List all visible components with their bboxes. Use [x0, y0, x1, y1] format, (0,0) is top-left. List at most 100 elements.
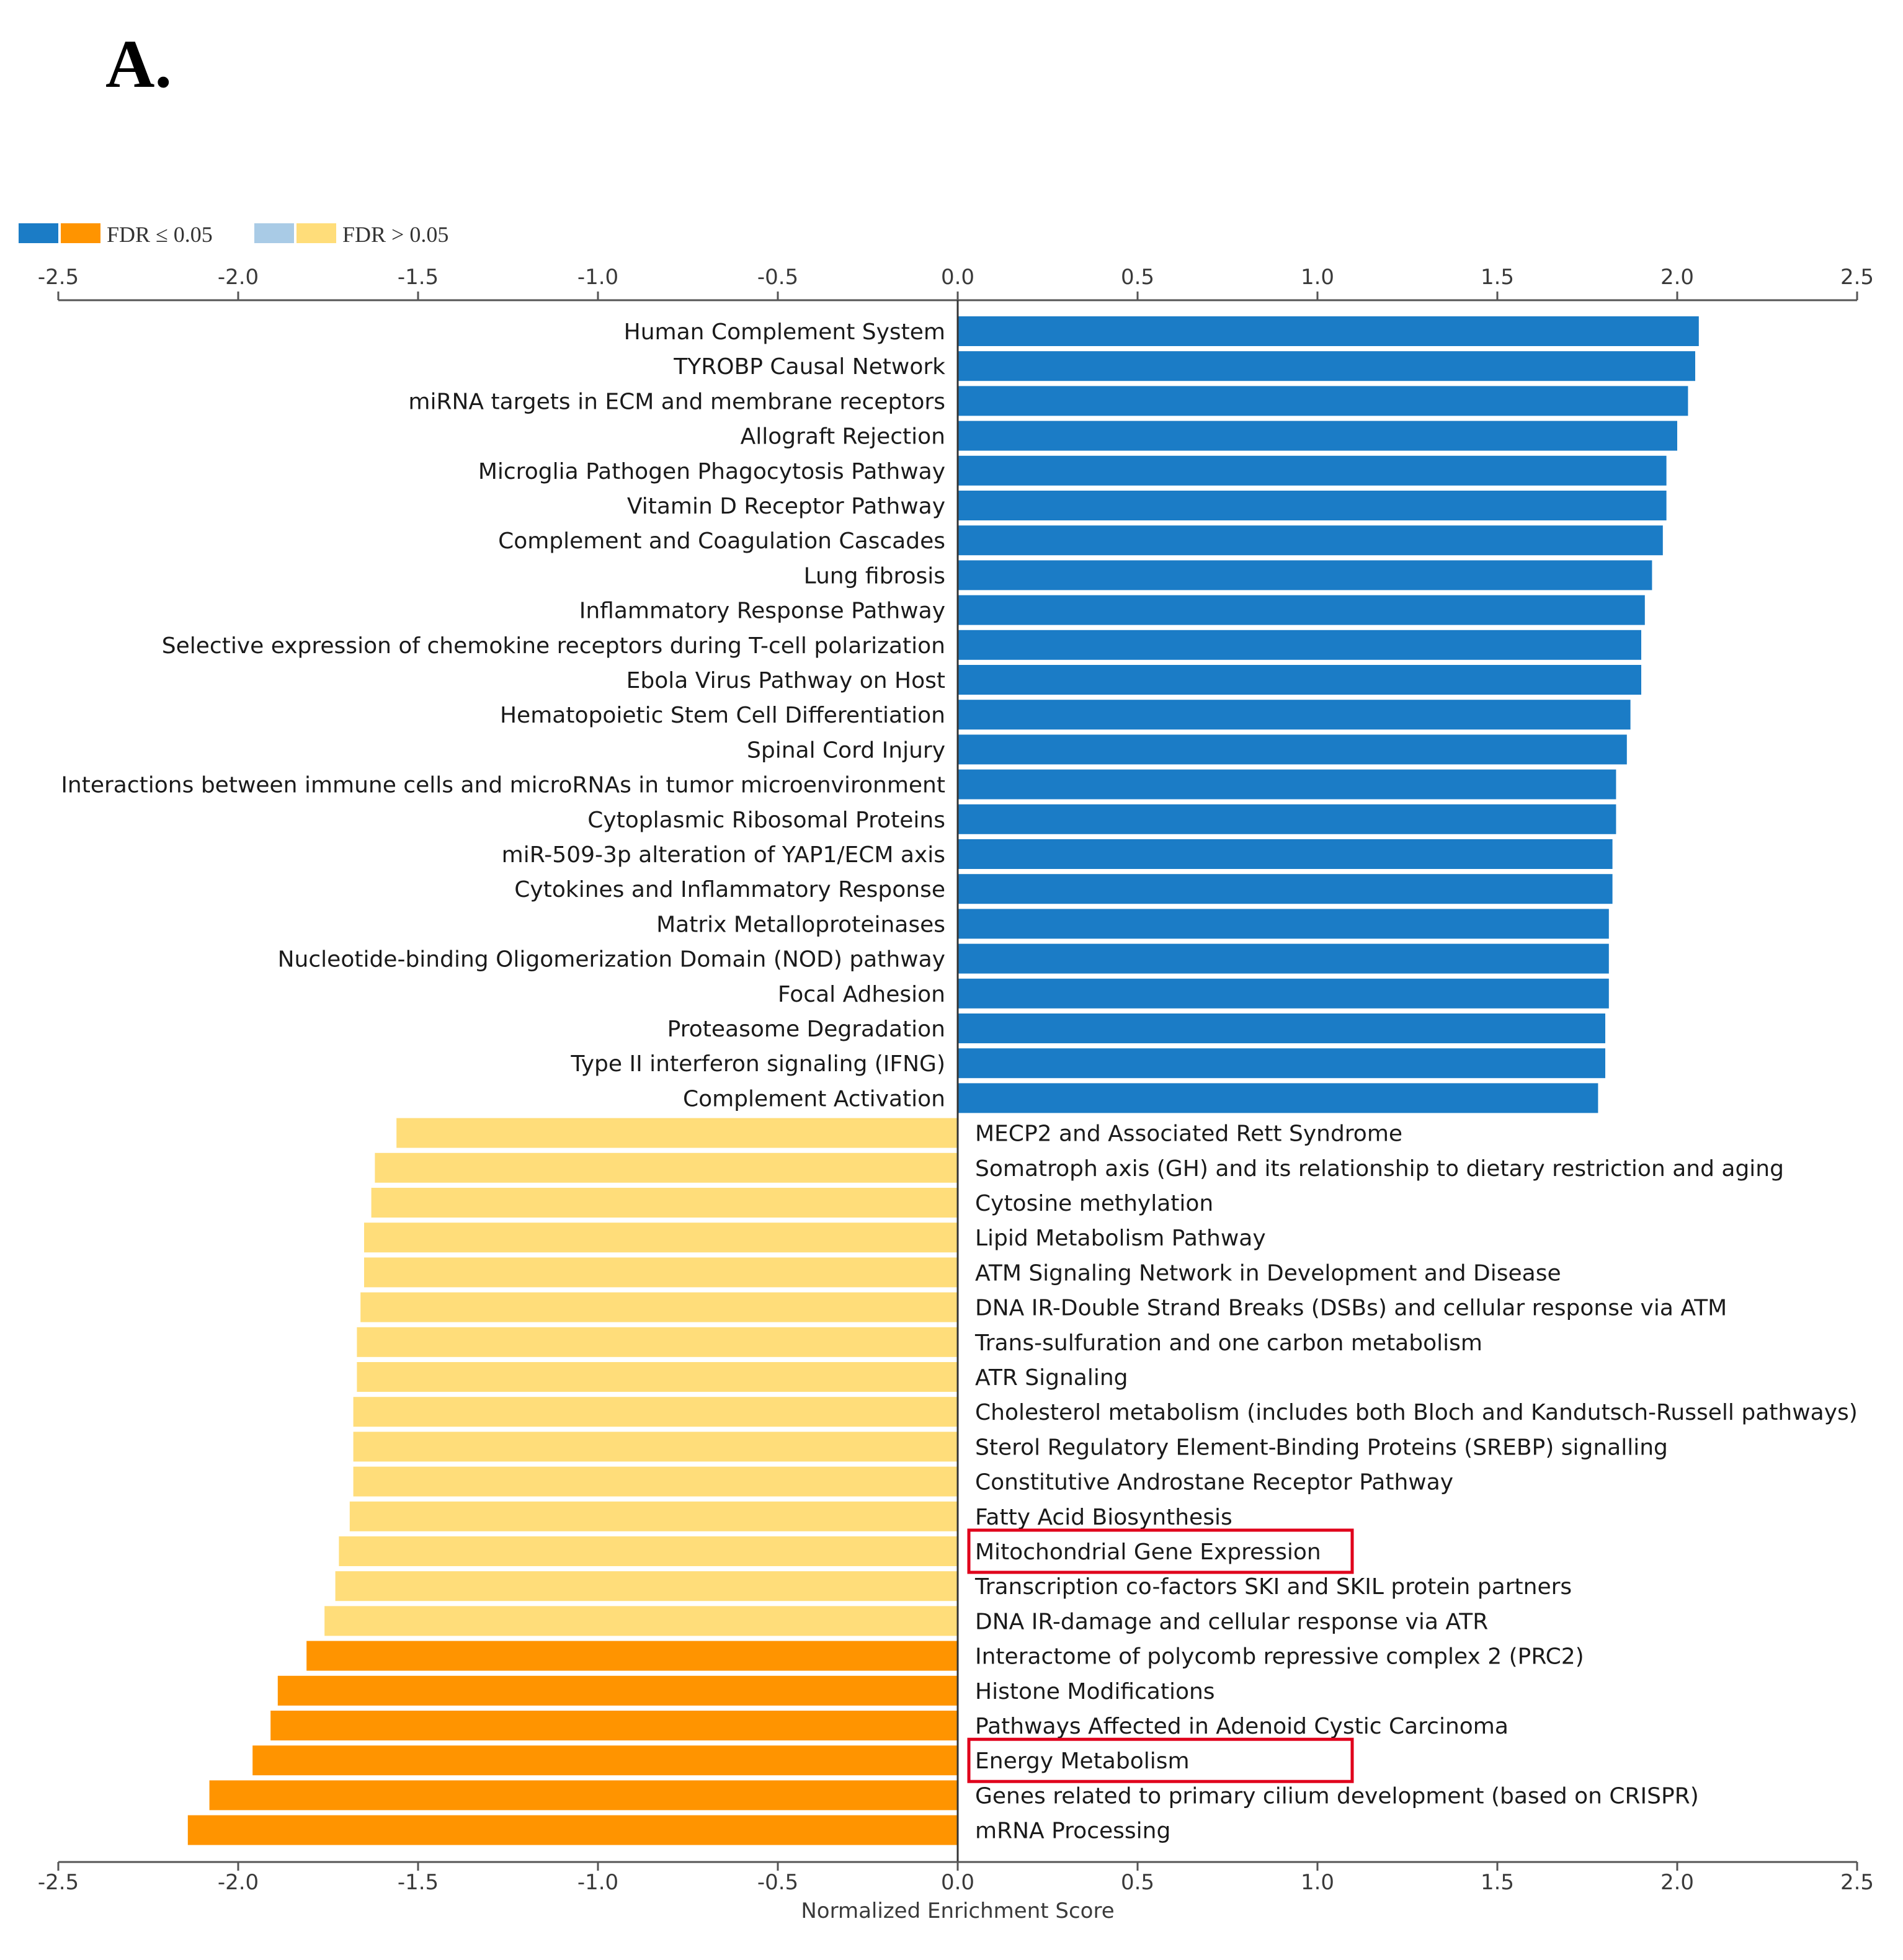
legend-label-nonsig: FDR > 0.05	[342, 222, 448, 247]
bottom-tick-label: 0.5	[1121, 1870, 1154, 1895]
top-axis: -2.5 -2.0 -1.5 -1.0 -0.5 0.0 0.5 1.0 1.5 2.0 2.5	[38, 265, 1874, 301]
category-label: Matrix Metalloproteinases	[656, 912, 945, 937]
bottom-tick-label: -2.0	[218, 1870, 259, 1895]
bar	[958, 560, 1652, 590]
legend-swatch-neg-sig	[61, 223, 100, 243]
top-tick-label: 0.0	[941, 265, 974, 290]
category-label: Sterol Regulatory Element-Binding Protei…	[975, 1435, 1668, 1460]
legend-swatch-neg-nonsig	[296, 223, 336, 243]
bar	[357, 1362, 958, 1392]
bar	[958, 839, 1613, 869]
panel-label: A.	[105, 26, 172, 102]
category-label: Human Complement System	[624, 319, 945, 345]
highlight-boxes	[967, 1528, 1354, 1783]
category-label: miRNA targets in ECM and membrane recept…	[408, 389, 945, 414]
category-label: ATM Signaling Network in Development and…	[975, 1260, 1561, 1286]
bar	[371, 1188, 958, 1218]
bottom-tick-label: 0.0	[941, 1870, 974, 1895]
bar	[958, 1083, 1598, 1113]
category-label: Lung fibrosis	[804, 563, 945, 589]
category-label: Lipid Metabolism Pathway	[975, 1226, 1266, 1251]
bar	[958, 700, 1631, 730]
bar	[958, 491, 1667, 520]
bar	[353, 1397, 958, 1427]
category-label: mRNA Processing	[975, 1819, 1170, 1844]
category-label: Histone Modifications	[975, 1679, 1215, 1704]
bottom-tick-label: 1.5	[1481, 1870, 1514, 1895]
legend-swatch-pos-nonsig	[254, 223, 294, 243]
category-label: Interactome of polycomb repressive compl…	[975, 1644, 1584, 1670]
top-tick-label: -0.5	[757, 265, 798, 290]
category-label: Interactions between immune cells and mi…	[61, 773, 945, 798]
category-label: Selective expression of chemokine recept…	[162, 633, 945, 659]
top-tick-label: -1.0	[577, 265, 618, 290]
category-label: Allograft Rejection	[741, 424, 945, 450]
category-label: Fatty Acid Biosynthesis	[975, 1505, 1232, 1530]
bar	[958, 665, 1641, 695]
bar	[252, 1745, 958, 1776]
bar	[306, 1641, 958, 1671]
bar	[958, 351, 1695, 381]
category-label: Genes related to primary cilium developm…	[975, 1783, 1699, 1809]
category-labels: Human Complement System TYROBP Causal Net…	[61, 319, 1858, 1844]
bottom-tick-label: 1.0	[1301, 1870, 1334, 1895]
legend-label-sig: FDR ≤ 0.05	[107, 222, 213, 247]
bar	[958, 734, 1627, 765]
bottom-tick-label: -1.5	[398, 1870, 439, 1895]
bar	[357, 1327, 958, 1357]
bar	[375, 1152, 958, 1183]
bar	[349, 1501, 958, 1531]
category-label: Cytoplasmic Ribosomal Proteins	[587, 808, 945, 833]
category-label: Cytokines and Inflammatory Response	[514, 877, 945, 902]
bar	[277, 1675, 958, 1706]
category-label: Complement Activation	[683, 1086, 945, 1111]
bottom-tick-label: 2.5	[1840, 1870, 1874, 1895]
bar	[187, 1815, 958, 1845]
category-label: Spinal Cord Injury	[747, 737, 945, 763]
top-tick-label: -2.5	[38, 265, 79, 290]
category-label: DNA IR-damage and cellular response via …	[975, 1609, 1488, 1634]
bar	[958, 909, 1609, 939]
category-label: ATR Signaling	[975, 1365, 1128, 1391]
legend: FDR ≤ 0.05 FDR > 0.05	[19, 222, 448, 247]
category-label: Constitutive Androstane Receptor Pathway	[975, 1470, 1453, 1495]
category-label: Nucleotide-binding Oligomerization Domai…	[278, 947, 945, 973]
top-tick-label: 1.0	[1301, 265, 1334, 290]
category-label: Energy Metabolism	[975, 1748, 1190, 1774]
category-label: Transcription co-factors SKI and SKIL pr…	[974, 1574, 1572, 1600]
bar	[396, 1118, 958, 1148]
bar	[958, 1013, 1605, 1043]
bar	[958, 804, 1616, 834]
category-label: Inflammatory Response Pathway	[579, 599, 945, 624]
bar	[353, 1432, 958, 1462]
bar	[958, 316, 1699, 346]
category-label: miR-509-3p alteration of YAP1/ECM axis	[502, 842, 945, 868]
bar	[958, 769, 1616, 800]
top-tick-label: 1.5	[1481, 265, 1514, 290]
bar	[958, 943, 1609, 974]
bar	[364, 1257, 958, 1288]
bar	[958, 386, 1688, 416]
top-tick-label: -2.0	[218, 265, 259, 290]
category-label: Vitamin D Receptor Pathway	[627, 494, 945, 519]
category-label: Hematopoietic Stem Cell Differentiation	[500, 703, 945, 728]
category-label: Focal Adhesion	[778, 982, 945, 1007]
bar	[958, 455, 1667, 486]
bars-group	[187, 316, 1699, 1845]
bar	[209, 1780, 958, 1811]
category-label: Somatroph axis (GH) and its relationship…	[975, 1156, 1784, 1182]
category-label: Proteasome Degradation	[667, 1017, 945, 1042]
top-tick-label: -1.5	[398, 265, 439, 290]
bar	[958, 630, 1641, 660]
bar	[353, 1466, 958, 1497]
category-label: Pathways Affected in Adenoid Cystic Carc…	[975, 1714, 1509, 1739]
category-label: Cytosine methylation	[975, 1191, 1213, 1216]
bar	[335, 1571, 958, 1601]
bottom-tick-label: -2.5	[38, 1870, 79, 1895]
bottom-axis: -2.5 -2.0 -1.5 -1.0 -0.5 0.0 0.5 1.0 1.5 2.0 2.5	[38, 1861, 1874, 1895]
bar	[958, 1048, 1605, 1079]
legend-swatch-pos-sig	[19, 223, 58, 243]
bottom-tick-label: -0.5	[757, 1870, 798, 1895]
category-label: Microglia Pathogen Phagocytosis Pathway	[478, 459, 945, 484]
